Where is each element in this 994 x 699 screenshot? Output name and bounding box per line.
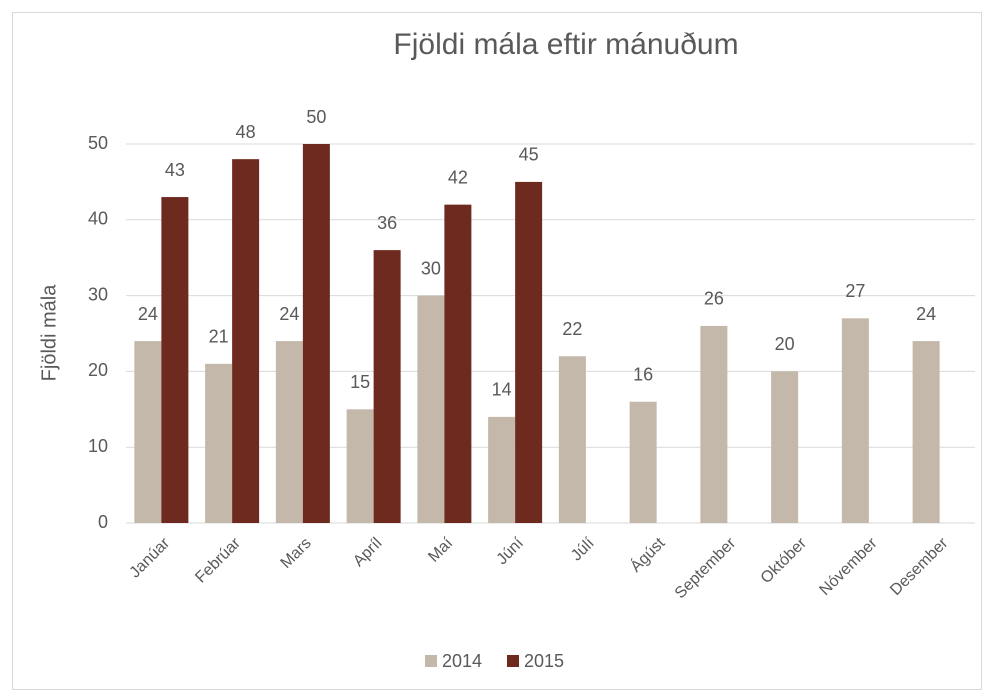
- data-label: 43: [165, 160, 185, 180]
- data-label: 42: [448, 167, 468, 187]
- bar: [346, 409, 374, 523]
- bar: [912, 341, 940, 523]
- data-label: 48: [236, 122, 256, 142]
- bar: [515, 181, 543, 523]
- bar: [302, 144, 330, 523]
- bar: [444, 204, 472, 523]
- y-tick-label: 10: [88, 436, 108, 456]
- chart-title: Fjöldi mála eftir mánuðum: [393, 28, 738, 61]
- data-label: 16: [633, 364, 653, 384]
- data-label: 26: [704, 289, 724, 309]
- data-label: 14: [492, 380, 512, 400]
- data-label: 24: [916, 304, 936, 324]
- legend-swatch: [425, 655, 437, 667]
- legend-swatch: [507, 655, 519, 667]
- bar: [161, 197, 189, 523]
- data-label: 20: [775, 334, 795, 354]
- legend-label: 2015: [524, 651, 564, 671]
- bar: [134, 341, 162, 523]
- data-label: 15: [350, 372, 370, 392]
- y-tick-label: 30: [88, 284, 108, 304]
- y-tick-label: 20: [88, 360, 108, 380]
- data-label: 45: [519, 145, 539, 165]
- bar: [629, 401, 657, 523]
- y-tick-label: 50: [88, 133, 108, 153]
- bar: [232, 159, 260, 523]
- y-axis-label: Fjöldi mála: [38, 284, 60, 382]
- bar: [205, 363, 233, 523]
- data-label: 27: [845, 281, 865, 301]
- bar: [771, 371, 799, 523]
- legend-label: 2014: [442, 651, 482, 671]
- data-label: 24: [279, 304, 299, 324]
- data-label: 30: [421, 258, 441, 278]
- bar: [841, 318, 869, 523]
- bar: [700, 325, 728, 523]
- y-tick-label: 0: [98, 512, 108, 532]
- data-label: 36: [377, 213, 397, 233]
- data-label: 21: [209, 327, 229, 347]
- bar: [558, 356, 586, 523]
- data-label: 24: [138, 304, 158, 324]
- data-label: 22: [562, 319, 582, 339]
- bar: [488, 416, 516, 523]
- y-tick-label: 40: [88, 209, 108, 229]
- bar: [275, 341, 303, 523]
- bar: [373, 250, 401, 523]
- data-label: 50: [306, 107, 326, 127]
- bar: [417, 295, 445, 523]
